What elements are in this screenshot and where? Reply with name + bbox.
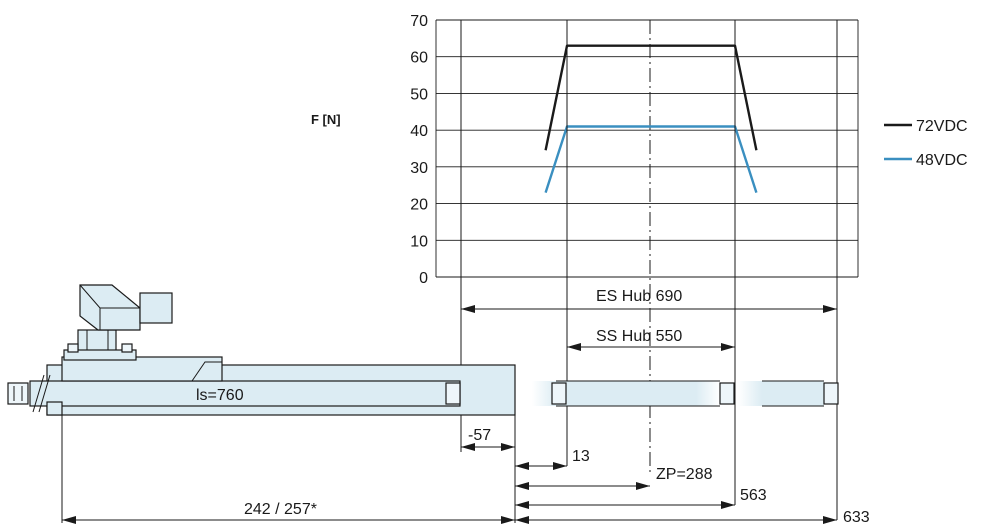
stator-length-label: ls=760 — [196, 387, 244, 404]
y-tick-label-60: 60 — [410, 50, 428, 67]
y-axis-label: F [N] — [311, 112, 341, 127]
legend-label-48VDC: 48VDC — [916, 152, 968, 169]
break-mark — [32, 374, 51, 413]
horizontal-gridlines — [436, 19, 858, 278]
legend-label-72VDC: 72VDC — [916, 118, 968, 135]
ss-hub-arrow-right — [721, 343, 735, 351]
y-tick-label-10: 10 — [410, 233, 428, 250]
mount-foot — [46, 401, 63, 416]
series-line-48VDC — [544, 125, 758, 193]
top-cover-bevel — [191, 361, 222, 382]
dim-242-257: 242 / 257* — [244, 501, 317, 518]
linear-motor-drawing: ls=760 — [7, 284, 839, 416]
rod-end-cap-a — [445, 382, 461, 405]
y-tick-labels: 0 10 20 30 40 50 60 70 — [410, 13, 428, 287]
legend: 72VDC 48VDC — [884, 118, 968, 169]
es-hub-arrow-right — [823, 305, 837, 313]
y-tick-label-30: 30 — [410, 160, 428, 177]
rod-end-cap-b — [551, 382, 567, 405]
y-tick-label-20: 20 — [410, 197, 428, 214]
series-lines — [544, 44, 758, 193]
vertical-gridlines — [435, 20, 859, 277]
y-tick-label-50: 50 — [410, 86, 428, 103]
dim-neg57: -57 — [468, 427, 491, 444]
slider-rod — [29, 380, 461, 407]
force-chart: 0 10 20 30 40 50 60 70 F [N] 72VDC 48VDC — [311, 13, 968, 475]
slider-rod-ghost — [532, 380, 824, 407]
series-line-72VDC — [544, 44, 758, 151]
rod-end-cap-c — [719, 382, 735, 405]
dim-zp: ZP=288 — [656, 466, 713, 483]
dim-563: 563 — [740, 487, 767, 504]
rod-end-cap-d — [823, 382, 839, 405]
connector-assembly — [63, 284, 173, 361]
dim-633: 633 — [843, 509, 870, 526]
stroke-dimensions: ES Hub 690 SS Hub 550 — [461, 288, 837, 351]
ss-hub-arrow-left — [567, 343, 581, 351]
y-tick-label-0: 0 — [419, 270, 428, 287]
ss-hub-label: SS Hub 550 — [596, 328, 682, 345]
rod-end-cap-left — [7, 382, 29, 405]
es-hub-arrow-left — [461, 305, 475, 313]
extension-lines — [61, 20, 838, 523]
y-tick-label-40: 40 — [410, 123, 428, 140]
bottom-dimensions: -57 13 ZP=288 563 633 242 / 257* — [62, 427, 870, 526]
stator-top-cover — [61, 356, 223, 382]
y-tick-label-70: 70 — [410, 13, 428, 30]
dim-13: 13 — [572, 448, 590, 465]
es-hub-label: ES Hub 690 — [596, 288, 682, 305]
